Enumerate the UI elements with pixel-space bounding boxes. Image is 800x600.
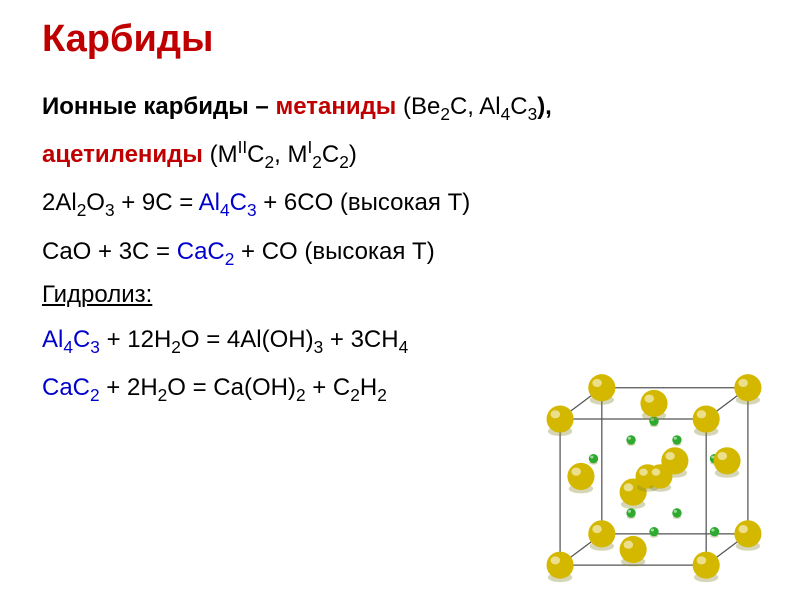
text-segment: 3 bbox=[528, 104, 538, 124]
text-segment: Al bbox=[199, 189, 220, 216]
lattice-svg bbox=[524, 346, 784, 586]
text-segment: ацетилениды bbox=[42, 141, 203, 168]
text-segment: 2 bbox=[296, 385, 306, 405]
text-segment: 2 bbox=[265, 152, 275, 172]
text-segment: 2 bbox=[377, 385, 387, 405]
text-segment: 2 bbox=[312, 152, 322, 172]
text-segment: + 2H bbox=[100, 374, 158, 401]
text-segment: Ионные карбиды – bbox=[42, 93, 275, 120]
text-segment: 4 bbox=[501, 104, 511, 124]
text-segment: C bbox=[73, 326, 90, 353]
text-segment: 3 bbox=[314, 337, 324, 357]
text-segment: 4 bbox=[399, 337, 409, 357]
text-segment: + 6CO (высокая Т) bbox=[257, 189, 471, 216]
text-segment: 3 bbox=[105, 200, 115, 220]
text-segment: C bbox=[247, 141, 264, 168]
text-segment: C bbox=[510, 93, 527, 120]
text-segment: 3 bbox=[247, 200, 257, 220]
text-segment: CaO + 3C = bbox=[42, 238, 177, 265]
text-segment: O bbox=[86, 189, 105, 216]
text-segment: 2 bbox=[171, 337, 181, 357]
equation-line: Ионные карбиды – метаниды (Be2C, Al4C3), bbox=[42, 88, 762, 125]
text-segment: 2 bbox=[90, 385, 100, 405]
text-segment: ) bbox=[349, 141, 357, 168]
text-segment: 2 bbox=[339, 152, 349, 172]
text-segment: 2 bbox=[440, 104, 450, 124]
text-segment: 2 bbox=[225, 248, 235, 268]
text-segment: H bbox=[360, 374, 377, 401]
text-segment: C bbox=[322, 141, 339, 168]
text-segment: 2 bbox=[158, 385, 168, 405]
text-segment: 3 bbox=[90, 337, 100, 357]
text-segment: 4 bbox=[63, 337, 73, 357]
text-segment: II bbox=[238, 137, 248, 157]
text-segment: C bbox=[230, 189, 247, 216]
equation-line: ацетилениды (MIIC2, MI2C2) bbox=[42, 136, 762, 173]
text-segment: O = Ca(OH) bbox=[167, 374, 296, 401]
text-segment: 2 bbox=[77, 200, 87, 220]
text-segment: , M bbox=[274, 141, 307, 168]
text-segment: + 9C = bbox=[115, 189, 199, 216]
text-segment: ), bbox=[537, 93, 552, 120]
text-segment: O = 4Al(OH) bbox=[181, 326, 314, 353]
text-segment: 2 bbox=[350, 385, 360, 405]
text-segment: + C bbox=[306, 374, 351, 401]
equation-line: 2Al2O3 + 9C = Al4C3 + 6CO (высокая Т) bbox=[42, 184, 762, 221]
text-segment: + CO (высокая Т) bbox=[234, 238, 434, 265]
section-label: Гидролиз: bbox=[42, 281, 762, 309]
text-segment: CaC bbox=[177, 238, 225, 265]
text-segment: Al bbox=[42, 326, 63, 353]
slide-title: Карбиды bbox=[42, 18, 213, 61]
text-segment: (Be bbox=[396, 93, 440, 120]
text-segment: (M bbox=[203, 141, 238, 168]
text-segment: C, Al bbox=[450, 93, 501, 120]
text-segment: метаниды bbox=[275, 93, 396, 120]
text-segment: 4 bbox=[220, 200, 230, 220]
text-segment: 2Al bbox=[42, 189, 77, 216]
text-segment: + 3CH bbox=[323, 326, 398, 353]
crystal-lattice-graphic bbox=[524, 346, 784, 586]
equation-line: CaO + 3C = CaC2 + CO (высокая Т) bbox=[42, 233, 762, 270]
text-segment: + 12H bbox=[100, 326, 171, 353]
text-segment: CaC bbox=[42, 374, 90, 401]
